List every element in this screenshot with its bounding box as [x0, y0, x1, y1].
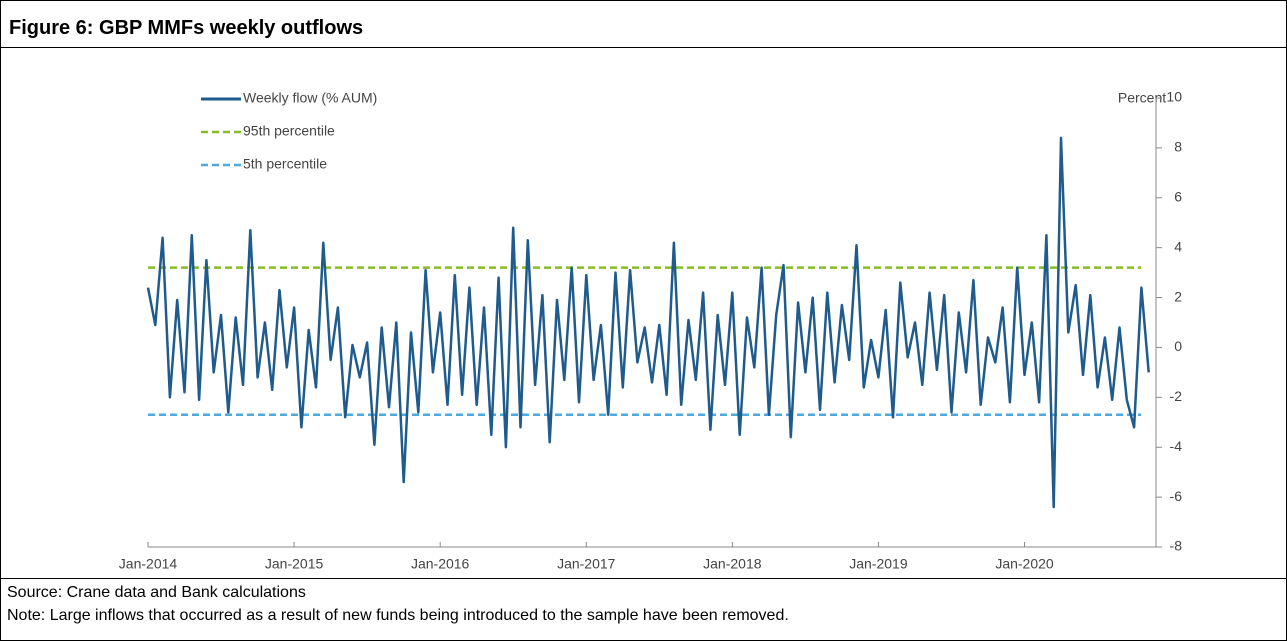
- y-tick-label: -8: [1170, 538, 1183, 554]
- legend-label: Weekly flow (% AUM): [243, 90, 377, 106]
- divider: [1, 47, 1286, 48]
- y-tick-label: 8: [1174, 139, 1182, 155]
- source: Source: Crane data and Bank calculations: [7, 584, 306, 601]
- y-tick-label: -6: [1170, 488, 1183, 504]
- divider: [1, 578, 1286, 579]
- note: Note: Large inflows that occurred as a r…: [7, 607, 789, 624]
- y-tick-label: 6: [1174, 188, 1182, 204]
- y-tick-label: 10: [1166, 89, 1182, 105]
- series-line: [146, 136, 1150, 509]
- y-tick-label: 4: [1174, 238, 1182, 254]
- x-tick-label: Jan-2014: [119, 556, 178, 572]
- y-axis-label: Percent: [1118, 90, 1166, 106]
- chart-title: Figure 6: GBP MMFs weekly outflows: [9, 17, 364, 39]
- y-tick-label: -2: [1170, 388, 1183, 404]
- x-tick-label: Jan-2019: [849, 556, 908, 572]
- x-tick-label: Jan-2018: [703, 556, 762, 572]
- y-tick-label: 0: [1174, 338, 1182, 354]
- legend-label: 95th percentile: [243, 123, 335, 139]
- legend-label: 5th percentile: [243, 156, 327, 172]
- x-tick-label: Jan-2015: [265, 556, 324, 572]
- x-tick-label: Jan-2017: [557, 556, 616, 572]
- x-tick-label: Jan-2016: [411, 556, 470, 572]
- x-tick-label: Jan-2020: [995, 556, 1054, 572]
- y-tick-label: 2: [1174, 288, 1182, 304]
- y-tick-label: -4: [1170, 438, 1183, 454]
